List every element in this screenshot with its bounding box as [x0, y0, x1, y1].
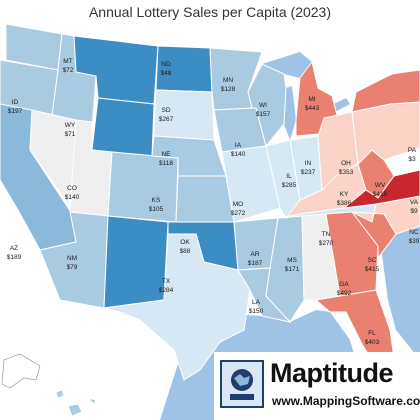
state-NY [351, 69, 420, 113]
label-value-TX: $284 [159, 287, 174, 294]
label-value-MI: $443 [305, 105, 320, 112]
label-abbr-ND: ND [161, 61, 171, 68]
label-value-NE: $118 [159, 160, 173, 167]
label-value-KY: $386 [337, 200, 352, 207]
label-abbr-MI: MI [308, 96, 315, 103]
label-value-MT: $72 [63, 67, 74, 74]
label-abbr-TN: TN [322, 231, 331, 238]
label-abbr-IL: IL [286, 173, 292, 180]
state-HI [55, 389, 97, 417]
state-NM [103, 215, 169, 309]
label-abbr-OH: OH [341, 160, 351, 167]
label-value-WI: $157 [256, 111, 271, 118]
brand-name: Maptitude [270, 358, 394, 388]
atlantic-ocean [380, 220, 420, 360]
label-value-MS: $171 [285, 266, 300, 273]
label-abbr-VA: VA [410, 199, 419, 206]
brand-url[interactable]: www.MappingSoftware.com [272, 394, 420, 408]
label-value-OH: $353 [339, 169, 354, 176]
label-abbr-WI: WI [259, 102, 267, 109]
label-abbr-MN: MN [223, 77, 233, 84]
label-value-NC: $39 [409, 238, 420, 245]
label-value-AR: $187 [248, 260, 263, 267]
label-value-MO: $272 [231, 210, 246, 217]
state-KS [175, 175, 235, 223]
state-labels: ID $197 MT $72 WY $71 AZ $189 CO $140 NM… [7, 58, 420, 346]
state-ND [155, 45, 213, 93]
label-abbr-TX: TX [162, 278, 171, 285]
label-value-IN: $237 [301, 169, 316, 176]
label-abbr-AR: AR [250, 251, 259, 258]
label-value-PA: $3 [408, 156, 416, 163]
label-abbr-SD: SD [161, 107, 170, 114]
label-abbr-PA: PA [408, 147, 417, 154]
label-value-ID: $197 [8, 108, 23, 115]
label-abbr-KS: KS [152, 197, 161, 204]
label-value-FL: $403 [365, 339, 380, 346]
state-GA [325, 211, 379, 297]
label-value-VA: $9 [410, 208, 418, 215]
label-value-OK: $88 [180, 248, 191, 255]
state-TX [103, 233, 251, 381]
label-value-ND: $48 [161, 70, 172, 77]
label-abbr-IN: IN [305, 160, 312, 167]
label-value-IL: $285 [282, 182, 297, 189]
label-abbr-OK: OK [180, 239, 190, 246]
lake-michigan [284, 86, 296, 140]
label-abbr-CO: CO [67, 185, 77, 192]
label-abbr-WY: WY [65, 122, 76, 129]
logo-mark-icon [222, 362, 262, 406]
label-abbr-LA: LA [252, 299, 261, 306]
state-MO [221, 145, 281, 223]
label-abbr-SC: SC [367, 257, 376, 264]
state-SD [153, 89, 215, 141]
label-value-CO: $140 [65, 194, 80, 201]
label-value-WV: $418 [373, 191, 388, 198]
maptitude-logo[interactable]: Maptitude www.MappingSoftware.com [214, 352, 420, 420]
label-value-SD: $267 [159, 116, 174, 123]
label-abbr-GA: GA [339, 281, 349, 288]
label-abbr-NE: NE [161, 151, 171, 158]
label-abbr-KY: KY [340, 191, 349, 198]
label-value-IA: $140 [231, 151, 246, 158]
label-value-MN: $128 [221, 86, 236, 93]
state-VA [342, 169, 420, 209]
label-value-SC: $415 [365, 266, 380, 273]
globe-icon [220, 360, 264, 408]
label-abbr-ID: ID [12, 99, 19, 106]
label-value-NM: $79 [67, 264, 78, 271]
label-abbr-MO: MO [233, 201, 243, 208]
label-abbr-NC: NC [409, 229, 419, 236]
label-abbr-NM: NM [67, 255, 77, 262]
label-value-KS: $105 [149, 206, 164, 213]
label-abbr-IA: IA [235, 142, 242, 149]
label-abbr-MS: MS [287, 257, 297, 264]
label-abbr-MT: MT [63, 58, 72, 65]
label-value-TN: $270 [319, 240, 334, 247]
label-value-WY: $71 [65, 131, 76, 138]
label-value-LA: $150 [249, 308, 264, 315]
label-abbr-FL: FL [368, 330, 376, 337]
state-WI [247, 63, 287, 148]
alaska-outline [1, 353, 41, 389]
state-WY [91, 97, 155, 157]
label-abbr-WV: WV [375, 182, 386, 189]
label-abbr-AZ: AZ [10, 245, 18, 252]
map-title: Annual Lottery Sales per Capita (2023) [88, 4, 332, 20]
label-value-AZ: $189 [7, 254, 22, 261]
label-value-GA: $492 [337, 290, 352, 297]
